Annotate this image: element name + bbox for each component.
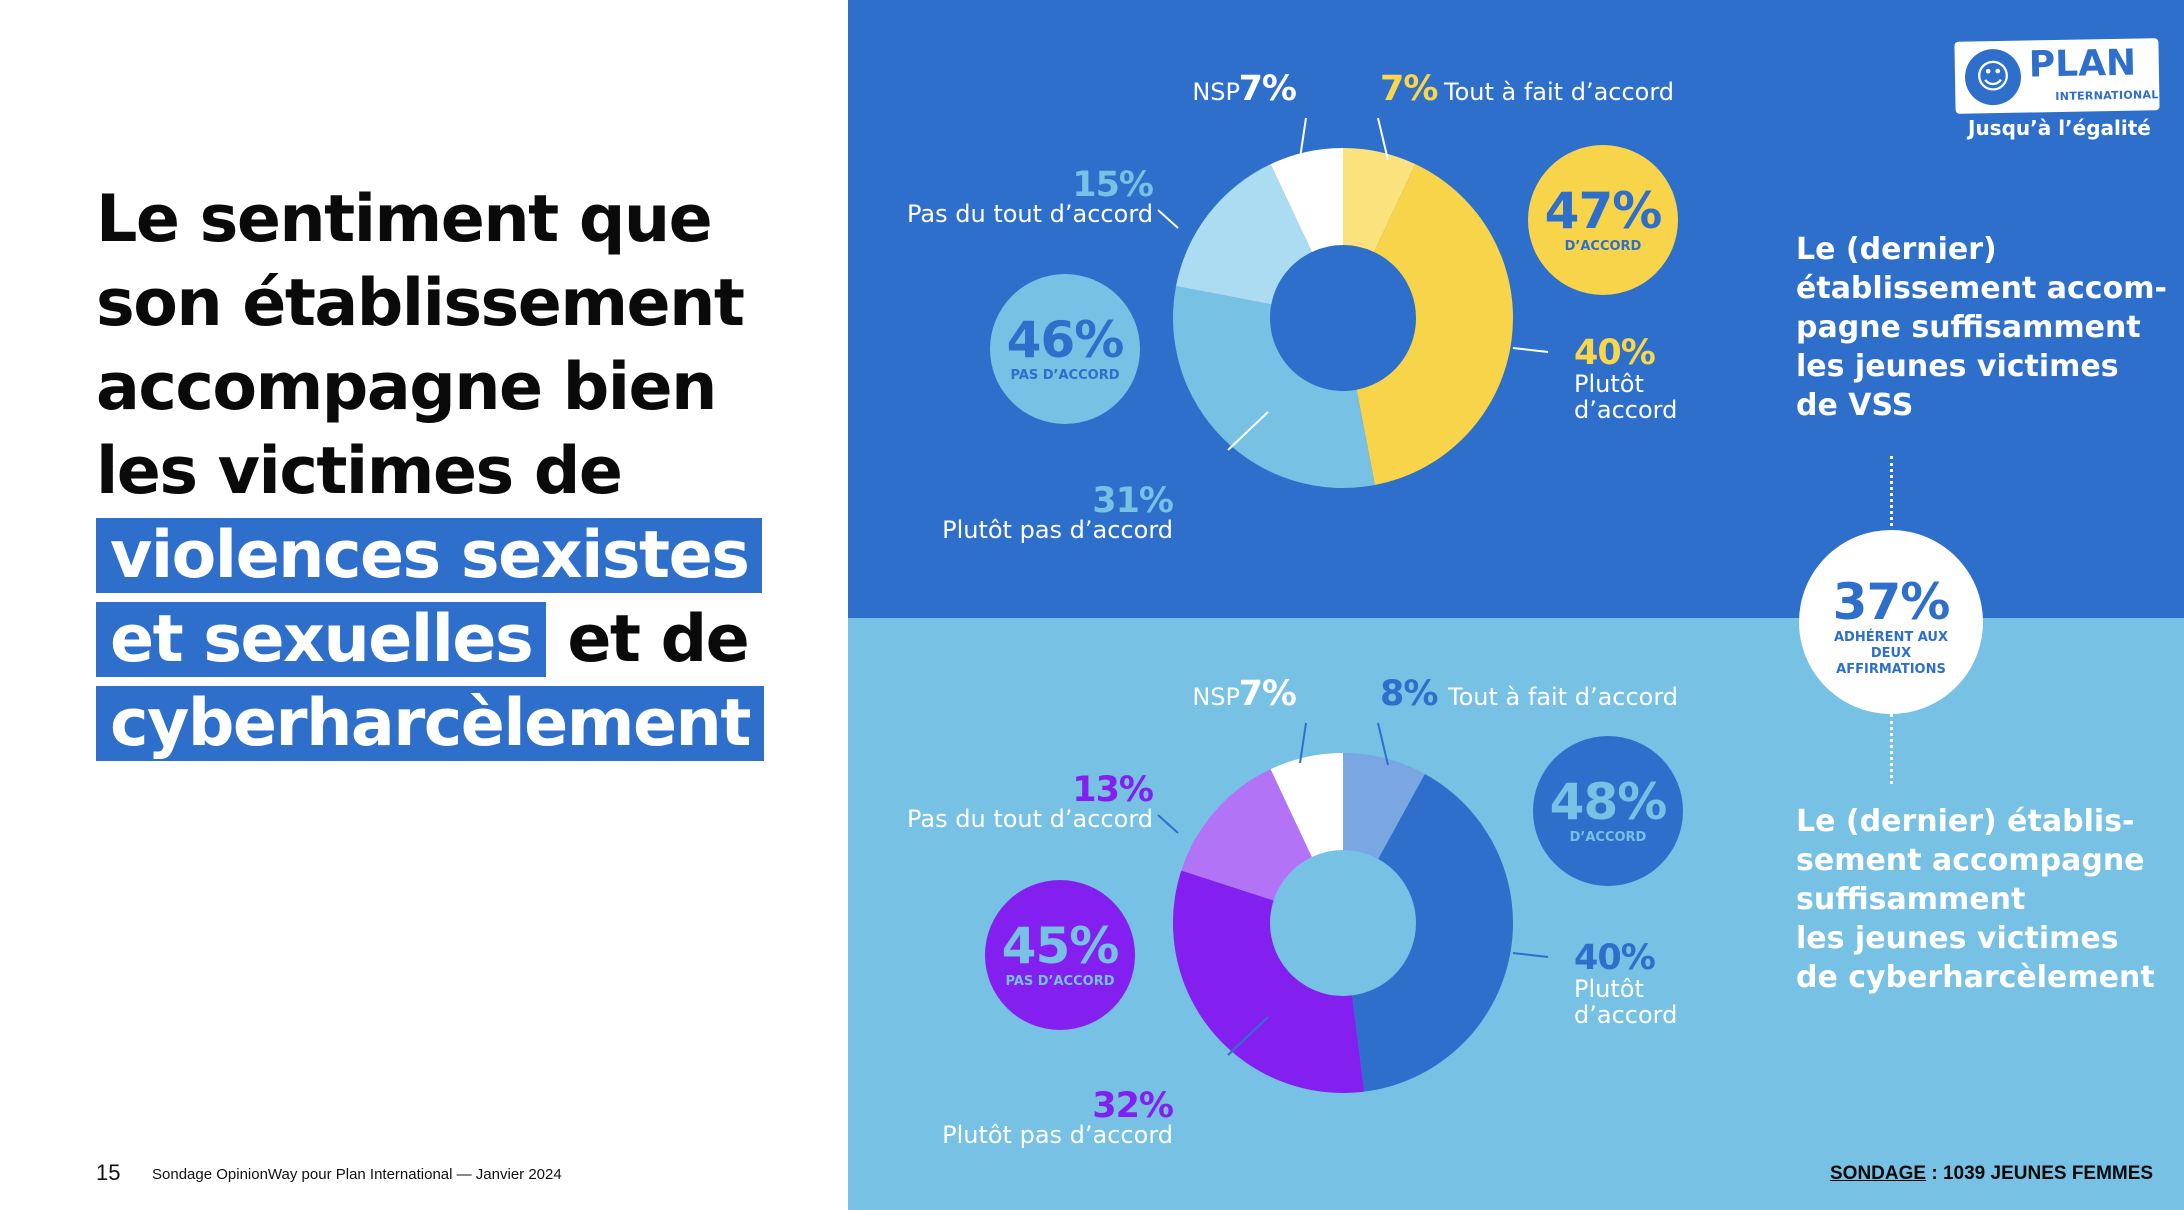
chart2-label-1-text: Tout à fait d’accord <box>1447 683 1678 711</box>
headline: Le sentiment que son établissement accom… <box>96 178 836 766</box>
chart2-label-4-text: Pas du tout d’accord <box>907 805 1153 833</box>
headline-highlight-cyber: cyberharcèlement <box>96 686 764 761</box>
chart1-label-3-pct: 31% <box>1092 481 1173 521</box>
chart2-agree-summary-label: D’ACCORD <box>1570 830 1647 845</box>
chart2-label-4-pct: 13% <box>1072 770 1153 810</box>
sondage-value: : 1039 JEUNES FEMMES <box>1926 1163 2154 1184</box>
logo-figure-icon: ☺ <box>1964 48 2022 106</box>
headline-text: Le sentiment que son établissement accom… <box>96 182 745 509</box>
both-pct: 37% <box>1832 573 1951 631</box>
chart1-label-2-text1: Plutôt <box>1574 370 1644 398</box>
source-note: Sondage OpinionWay pour Plan Internation… <box>152 1166 562 1183</box>
chart1-slice-4 <box>1176 164 1312 305</box>
chart2-disagree-summary-pct: 45% <box>1002 917 1119 975</box>
chart2-leader-5 <box>1299 722 1307 764</box>
chart2-label-5-text: NSP <box>1192 683 1240 711</box>
chart2-label-2-text2: d’accord <box>1574 1001 1677 1029</box>
logo-subtitle: INTERNATIONAL <box>2055 88 2159 104</box>
chart2-slice-1 <box>1343 753 1425 860</box>
chart2-slice-3 <box>1173 870 1365 1094</box>
chart2-label-3-text: Plutôt pas d’accord <box>942 1121 1173 1149</box>
chart1-slice-2 <box>1356 164 1514 485</box>
chart1-leader-2 <box>1512 347 1549 353</box>
description-vss: Le (dernier) établissement accom- pagne … <box>1796 232 2167 423</box>
chart1-label-2-text2: d’accord <box>1574 396 1677 424</box>
chart2-slice-2 <box>1352 774 1513 1092</box>
chart1-label-4-pct: 15% <box>1072 165 1153 205</box>
chart1-label-5-text: NSP <box>1192 78 1240 106</box>
chart2-disagree-summary-circle <box>985 880 1135 1030</box>
chart1-agree-summary-label: D’ACCORD <box>1565 239 1642 254</box>
chart1-slice-1 <box>1343 148 1416 252</box>
chart1-label-1-pct: 7% <box>1380 69 1437 109</box>
logo-name: PLAN <box>2028 42 2137 86</box>
dotted-connector-bottom <box>1890 714 1893 784</box>
chart2-label-5-pct: 7% <box>1239 674 1296 714</box>
chart1-disagree-summary-pct: 46% <box>1007 311 1124 369</box>
chart2-slice-4 <box>1181 769 1312 901</box>
chart1-agree-summary-pct: 47% <box>1545 182 1662 240</box>
chart1-label-2-pct: 40% <box>1574 333 1655 373</box>
chart1-leader-5 <box>1299 117 1307 159</box>
chart2-agree-summary-circle <box>1533 736 1683 886</box>
both-affirmations-badge: 37% ADHÉRENT AUX DEUX AFFIRMATIONS <box>1799 530 1983 714</box>
left-panel: Le sentiment que son établissement accom… <box>0 0 848 1210</box>
chart2-leader-4 <box>1157 814 1179 834</box>
chart1-disagree-summary-label: PAS D’ACCORD <box>1010 368 1119 383</box>
chart2-leader-1 <box>1377 722 1389 766</box>
sondage-footer: SONDAGE : 1039 JEUNES FEMMES <box>1830 1163 2153 1185</box>
page-number: 15 <box>96 1160 121 1185</box>
sondage-label: SONDAGE <box>1830 1163 1927 1184</box>
chart1-slice-5 <box>1270 148 1343 252</box>
logo-tagline: Jusqu’à l’égalité <box>1968 116 2151 140</box>
chart2-label-2-pct: 40% <box>1574 938 1655 978</box>
chart2-label-3-pct: 32% <box>1092 1086 1173 1126</box>
chart2-disagree-summary-label: PAS D’ACCORD <box>1005 974 1114 989</box>
chart1-label-4-text: Pas du tout d’accord <box>907 200 1153 228</box>
chart2-agree-summary-pct: 48% <box>1550 773 1667 831</box>
both-label: ADHÉRENT AUX DEUX AFFIRMATIONS <box>1833 630 1949 677</box>
chart1-agree-summary-circle <box>1528 145 1678 295</box>
chart2-leader-2 <box>1512 952 1549 958</box>
charts-svg: 7% Tout à fait d’accord40%Plutôtd’accord3… <box>907 69 1683 1149</box>
description-cyber: Le (dernier) établis- sement accompagne … <box>1796 804 2155 995</box>
chart2-slice-5 <box>1270 753 1343 857</box>
chart1-label-5-pct: 7% <box>1239 69 1296 109</box>
chart1-label-3-text: Plutôt pas d’accord <box>942 516 1173 544</box>
chart1-leader-3 <box>1227 411 1269 451</box>
plan-international-logo: ☺ PLAN INTERNATIONAL <box>1954 38 2160 114</box>
chart2-label-2-text1: Plutôt <box>1574 975 1644 1003</box>
chart1-label-1-text: Tout à fait d’accord <box>1443 78 1674 106</box>
dotted-connector-top <box>1890 456 1893 526</box>
chart1-leader-1 <box>1377 117 1389 161</box>
chart1-leader-4 <box>1157 209 1179 229</box>
chart1-disagree-summary-circle <box>990 274 1140 424</box>
chart2-leader-3 <box>1227 1016 1269 1056</box>
chart2-label-1-pct: 8% <box>1380 674 1437 714</box>
headline-text-connector: et de <box>567 602 749 677</box>
chart1-slice-3 <box>1173 286 1375 488</box>
